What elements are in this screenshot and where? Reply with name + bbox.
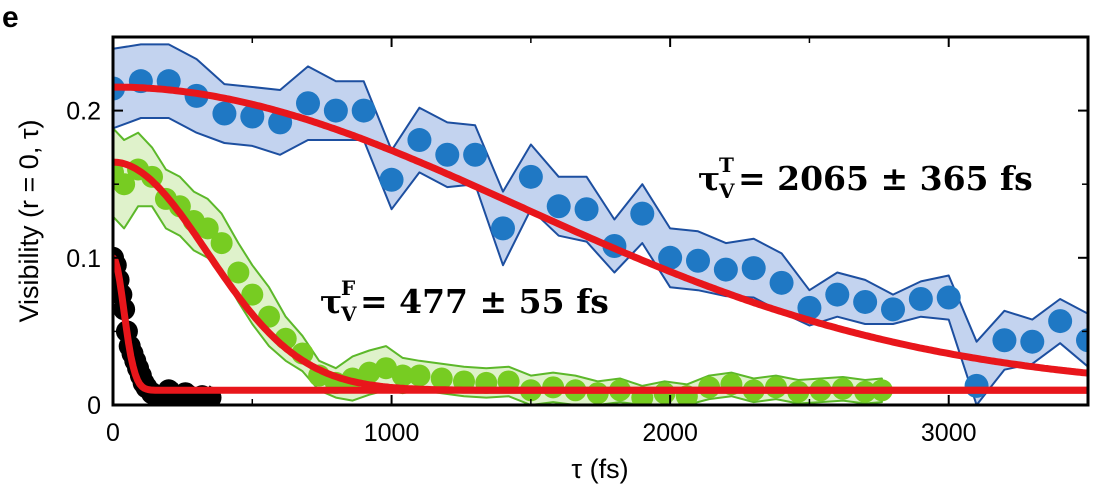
blue-data-point [630, 201, 655, 226]
blue-data-point [435, 142, 460, 167]
blue-data-point [825, 282, 850, 307]
green-data-point [430, 367, 453, 390]
y-tick-label: 0.1 [66, 245, 101, 273]
annotation-total-lifetime: τ T V = 2065 ± 365 fs [698, 153, 1033, 203]
fit-curve-black [113, 254, 1088, 394]
blue-data-point [351, 98, 376, 123]
blue-data-point [964, 373, 989, 398]
blue-data-point [658, 245, 683, 270]
x-axis-title: τ (fs) [571, 454, 628, 484]
green-data-point [210, 232, 233, 255]
blue-data-point [546, 194, 571, 219]
green-data-point [113, 173, 136, 196]
green-data-point [227, 261, 250, 284]
fit-curve-blue [113, 83, 1088, 377]
x-tick-label: 0 [106, 419, 120, 447]
blue-data-point [463, 142, 488, 167]
y-axis-title: Visibility (r = 0, τ) [14, 120, 44, 323]
blue-data-point [992, 328, 1017, 353]
blue-data-point [212, 101, 237, 126]
annotation-total-main: τ [698, 159, 720, 198]
blue-data-point [881, 297, 905, 322]
blue-data-point [769, 270, 794, 295]
axis-ticks: 0 1000 2000 3000 0 0.1 0.2 [66, 37, 1088, 447]
blue-data-point [1076, 328, 1088, 353]
blue-data-point [713, 257, 738, 282]
green-data-point [391, 364, 414, 387]
annotation-fast-sub: V [340, 302, 357, 326]
blue-data-point [518, 164, 543, 189]
y-tick-label: 0.2 [66, 98, 101, 126]
green-data-point [408, 364, 431, 387]
blue-data-point [574, 197, 599, 222]
blue-data-point [379, 167, 404, 192]
x-tick-label: 1000 [364, 419, 420, 447]
green-data-point [241, 283, 264, 306]
panel-label: e [2, 1, 19, 34]
plot-frame [111, 35, 1090, 407]
green-uncertainty-band [113, 127, 883, 405]
y-tick-label: 0 [87, 392, 101, 420]
green-data-point [358, 361, 381, 384]
x-tick-label: 3000 [921, 419, 977, 447]
blue-data-point [908, 287, 933, 312]
annotation-total-value: = 2065 ± 365 fs [738, 159, 1033, 198]
blue-data-point [1020, 329, 1045, 354]
blue-data-point [240, 104, 265, 129]
x-tick-label: 2000 [642, 419, 698, 447]
green-data-point [196, 217, 219, 240]
plot-area [113, 43, 1088, 405]
annotation-total-sup: T [719, 153, 734, 177]
green-data-point [375, 357, 397, 380]
annotation-fast-sup: F [341, 276, 355, 300]
blue-data-point [853, 289, 878, 314]
blue-data-point [1048, 309, 1073, 334]
blue-data-point [323, 98, 348, 123]
blue-data-point [936, 285, 961, 310]
annotation-fast-main: τ [320, 282, 342, 321]
annotation-fast-value: = 477 ± 55 fs [360, 282, 609, 321]
blue-data-point [407, 128, 432, 153]
blue-data-point [686, 248, 710, 273]
annotation-fast-lifetime: τ F V = 477 ± 55 fs [320, 276, 609, 326]
annotation-total-sub: V [718, 179, 735, 203]
blue-data-point [296, 91, 320, 116]
blue-data-point [741, 256, 766, 281]
blue-data-point [797, 295, 822, 320]
blue-data-point [491, 216, 515, 241]
